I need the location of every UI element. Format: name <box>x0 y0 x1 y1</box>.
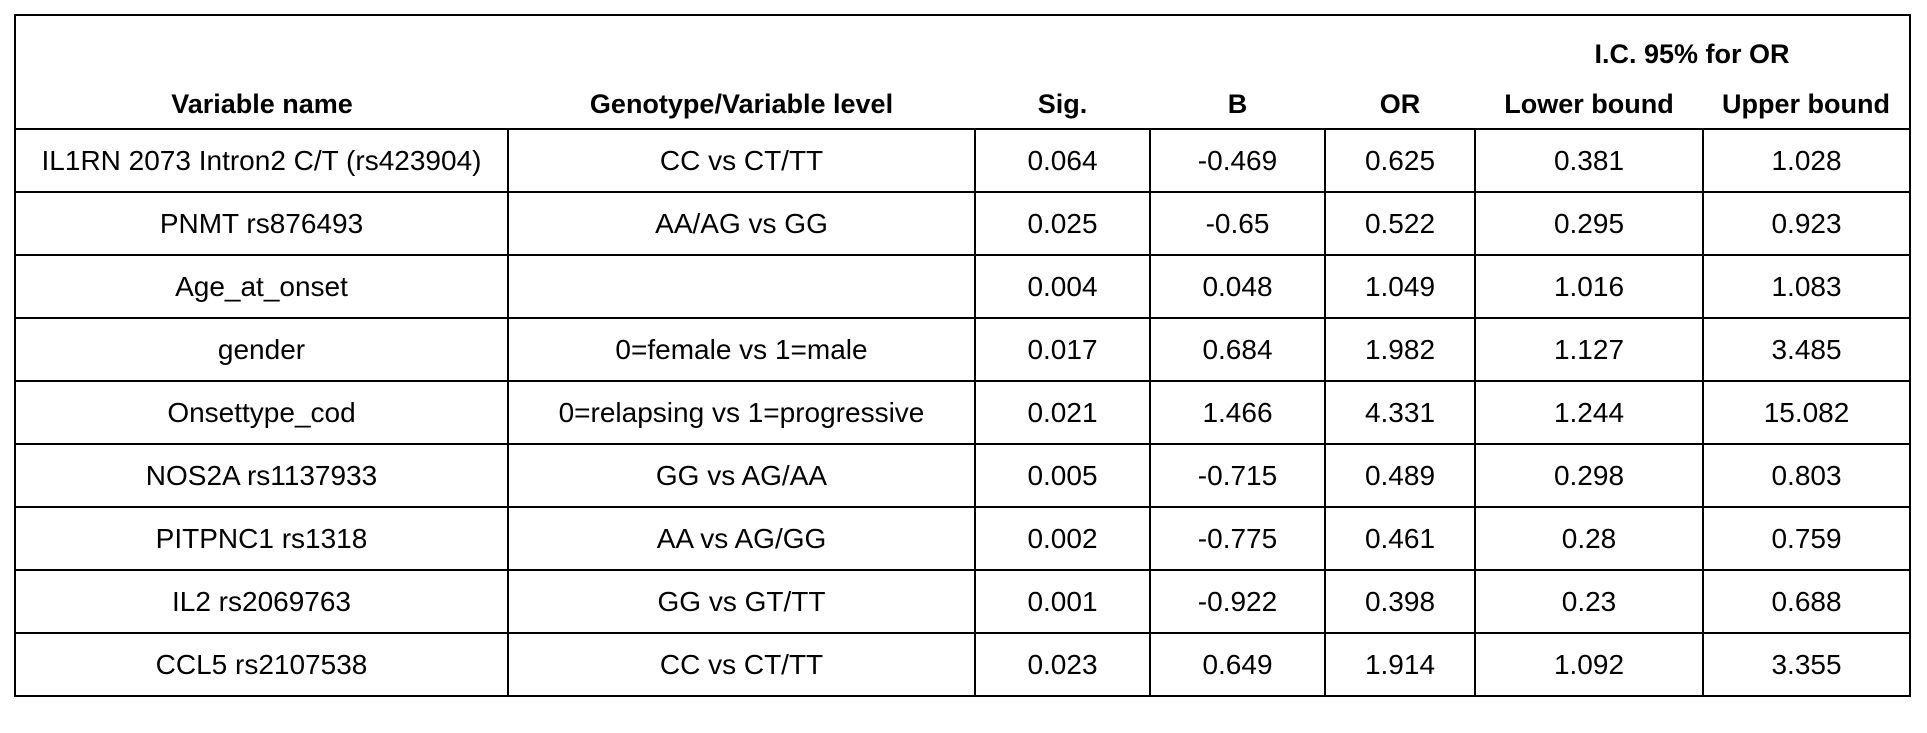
column-header-variable-name: Variable name <box>171 89 353 119</box>
column-header-genotype-level: Genotype/Variable level <box>589 89 894 119</box>
table-row: Age_at_onset 0.004 0.048 1.049 1.016 1.0… <box>15 254 1911 318</box>
logistic-regression-table: I.C. 95% for OR Variable name Genotype/V… <box>14 14 1912 697</box>
cell-upper-bound: 0.803 <box>1703 443 1911 507</box>
cell-genotype-level: AA/AG vs GG <box>508 191 976 255</box>
cell-genotype-level: AA vs AG/GG <box>508 506 976 570</box>
cell-upper-bound: 15.082 <box>1703 380 1911 444</box>
table-header: I.C. 95% for OR Variable name Genotype/V… <box>15 15 1910 129</box>
cell-variable-name: gender <box>15 317 509 381</box>
cell-upper-bound: 0.759 <box>1703 506 1911 570</box>
cell-variable-name: PITPNC1 rs1318 <box>15 506 509 570</box>
cell-b: 1.466 <box>1150 380 1326 444</box>
cell-sig: 0.021 <box>975 380 1151 444</box>
table-row: NOS2A rs1137933 GG vs AG/AA 0.005 -0.715… <box>15 443 1911 507</box>
ci-group-header: I.C. 95% for OR <box>1594 39 1790 69</box>
cell-lower-bound: 0.23 <box>1475 569 1704 633</box>
cell-upper-bound: 1.028 <box>1703 128 1911 192</box>
cell-or: 0.522 <box>1325 191 1476 255</box>
cell-sig: 0.017 <box>975 317 1151 381</box>
cell-genotype-level: CC vs CT/TT <box>508 128 976 192</box>
header-spacer <box>508 15 975 74</box>
cell-sig: 0.004 <box>975 254 1151 318</box>
cell-b: -0.715 <box>1150 443 1326 507</box>
cell-sig: 0.005 <box>975 443 1151 507</box>
cell-upper-bound: 1.083 <box>1703 254 1911 318</box>
column-header-b: B <box>1227 89 1248 119</box>
cell-lower-bound: 1.092 <box>1475 632 1704 696</box>
table-row: IL1RN 2073 Intron2 C/T (rs423904) CC vs … <box>15 128 1911 192</box>
cell-variable-name: IL2 rs2069763 <box>15 569 509 633</box>
cell-or: 0.461 <box>1325 506 1476 570</box>
cell-or: 1.914 <box>1325 632 1476 696</box>
cell-genotype-level: GG vs AG/AA <box>508 443 976 507</box>
table-row: IL2 rs2069763 GG vs GT/TT 0.001 -0.922 0… <box>15 569 1911 633</box>
cell-or: 0.625 <box>1325 128 1476 192</box>
column-header-upper-bound: Upper bound <box>1722 89 1890 119</box>
header-spacer <box>975 15 1150 74</box>
cell-lower-bound: 1.244 <box>1475 380 1704 444</box>
cell-sig: 0.002 <box>975 506 1151 570</box>
cell-b: -0.775 <box>1150 506 1326 570</box>
cell-or: 4.331 <box>1325 380 1476 444</box>
cell-variable-name: Onsettype_cod <box>15 380 509 444</box>
cell-or: 1.049 <box>1325 254 1476 318</box>
cell-upper-bound: 3.485 <box>1703 317 1911 381</box>
cell-variable-name: PNMT rs876493 <box>15 191 509 255</box>
cell-sig: 0.001 <box>975 569 1151 633</box>
cell-variable-name: Age_at_onset <box>15 254 509 318</box>
table-row: PITPNC1 rs1318 AA vs AG/GG 0.002 -0.775 … <box>15 506 1911 570</box>
cell-upper-bound: 0.688 <box>1703 569 1911 633</box>
cell-upper-bound: 3.355 <box>1703 632 1911 696</box>
table-row: Onsettype_cod 0=relapsing vs 1=progressi… <box>15 380 1911 444</box>
cell-b: -0.65 <box>1150 191 1326 255</box>
cell-lower-bound: 0.381 <box>1475 128 1704 192</box>
table-row: PNMT rs876493 AA/AG vs GG 0.025 -0.65 0.… <box>15 191 1911 255</box>
column-header-or: OR <box>1379 89 1421 119</box>
cell-lower-bound: 1.127 <box>1475 317 1704 381</box>
table-body: IL1RN 2073 Intron2 C/T (rs423904) CC vs … <box>15 128 1911 696</box>
cell-genotype-level: 0=female vs 1=male <box>508 317 976 381</box>
cell-variable-name: CCL5 rs2107538 <box>15 632 509 696</box>
header-spacer <box>1325 15 1475 74</box>
cell-genotype-level: GG vs GT/TT <box>508 569 976 633</box>
column-header-lower-bound: Lower bound <box>1504 89 1674 119</box>
cell-sig: 0.025 <box>975 191 1151 255</box>
cell-genotype-level: CC vs CT/TT <box>508 632 976 696</box>
header-spacer <box>1150 15 1325 74</box>
cell-sig: 0.064 <box>975 128 1151 192</box>
cell-genotype-level: 0=relapsing vs 1=progressive <box>508 380 976 444</box>
cell-b: -0.469 <box>1150 128 1326 192</box>
cell-lower-bound: 1.016 <box>1475 254 1704 318</box>
cell-or: 0.398 <box>1325 569 1476 633</box>
cell-or: 0.489 <box>1325 443 1476 507</box>
table-row: CCL5 rs2107538 CC vs CT/TT 0.023 0.649 1… <box>15 632 1911 696</box>
cell-b: 0.048 <box>1150 254 1326 318</box>
header-row: Variable name Genotype/Variable level Si… <box>15 74 1910 129</box>
header-group-row: I.C. 95% for OR <box>15 15 1910 74</box>
cell-lower-bound: 0.28 <box>1475 506 1704 570</box>
cell-sig: 0.023 <box>975 632 1151 696</box>
results-table-container: I.C. 95% for OR Variable name Genotype/V… <box>14 14 1912 697</box>
cell-variable-name: IL1RN 2073 Intron2 C/T (rs423904) <box>15 128 509 192</box>
table-row: gender 0=female vs 1=male 0.017 0.684 1.… <box>15 317 1911 381</box>
cell-b: 0.684 <box>1150 317 1326 381</box>
cell-or: 1.982 <box>1325 317 1476 381</box>
cell-genotype-level <box>508 254 976 318</box>
cell-lower-bound: 0.298 <box>1475 443 1704 507</box>
cell-b: -0.922 <box>1150 569 1326 633</box>
cell-b: 0.649 <box>1150 632 1326 696</box>
cell-lower-bound: 0.295 <box>1475 191 1704 255</box>
header-spacer <box>15 15 508 74</box>
column-header-sig: Sig. <box>1037 89 1088 119</box>
cell-variable-name: NOS2A rs1137933 <box>15 443 509 507</box>
cell-upper-bound: 0.923 <box>1703 191 1911 255</box>
